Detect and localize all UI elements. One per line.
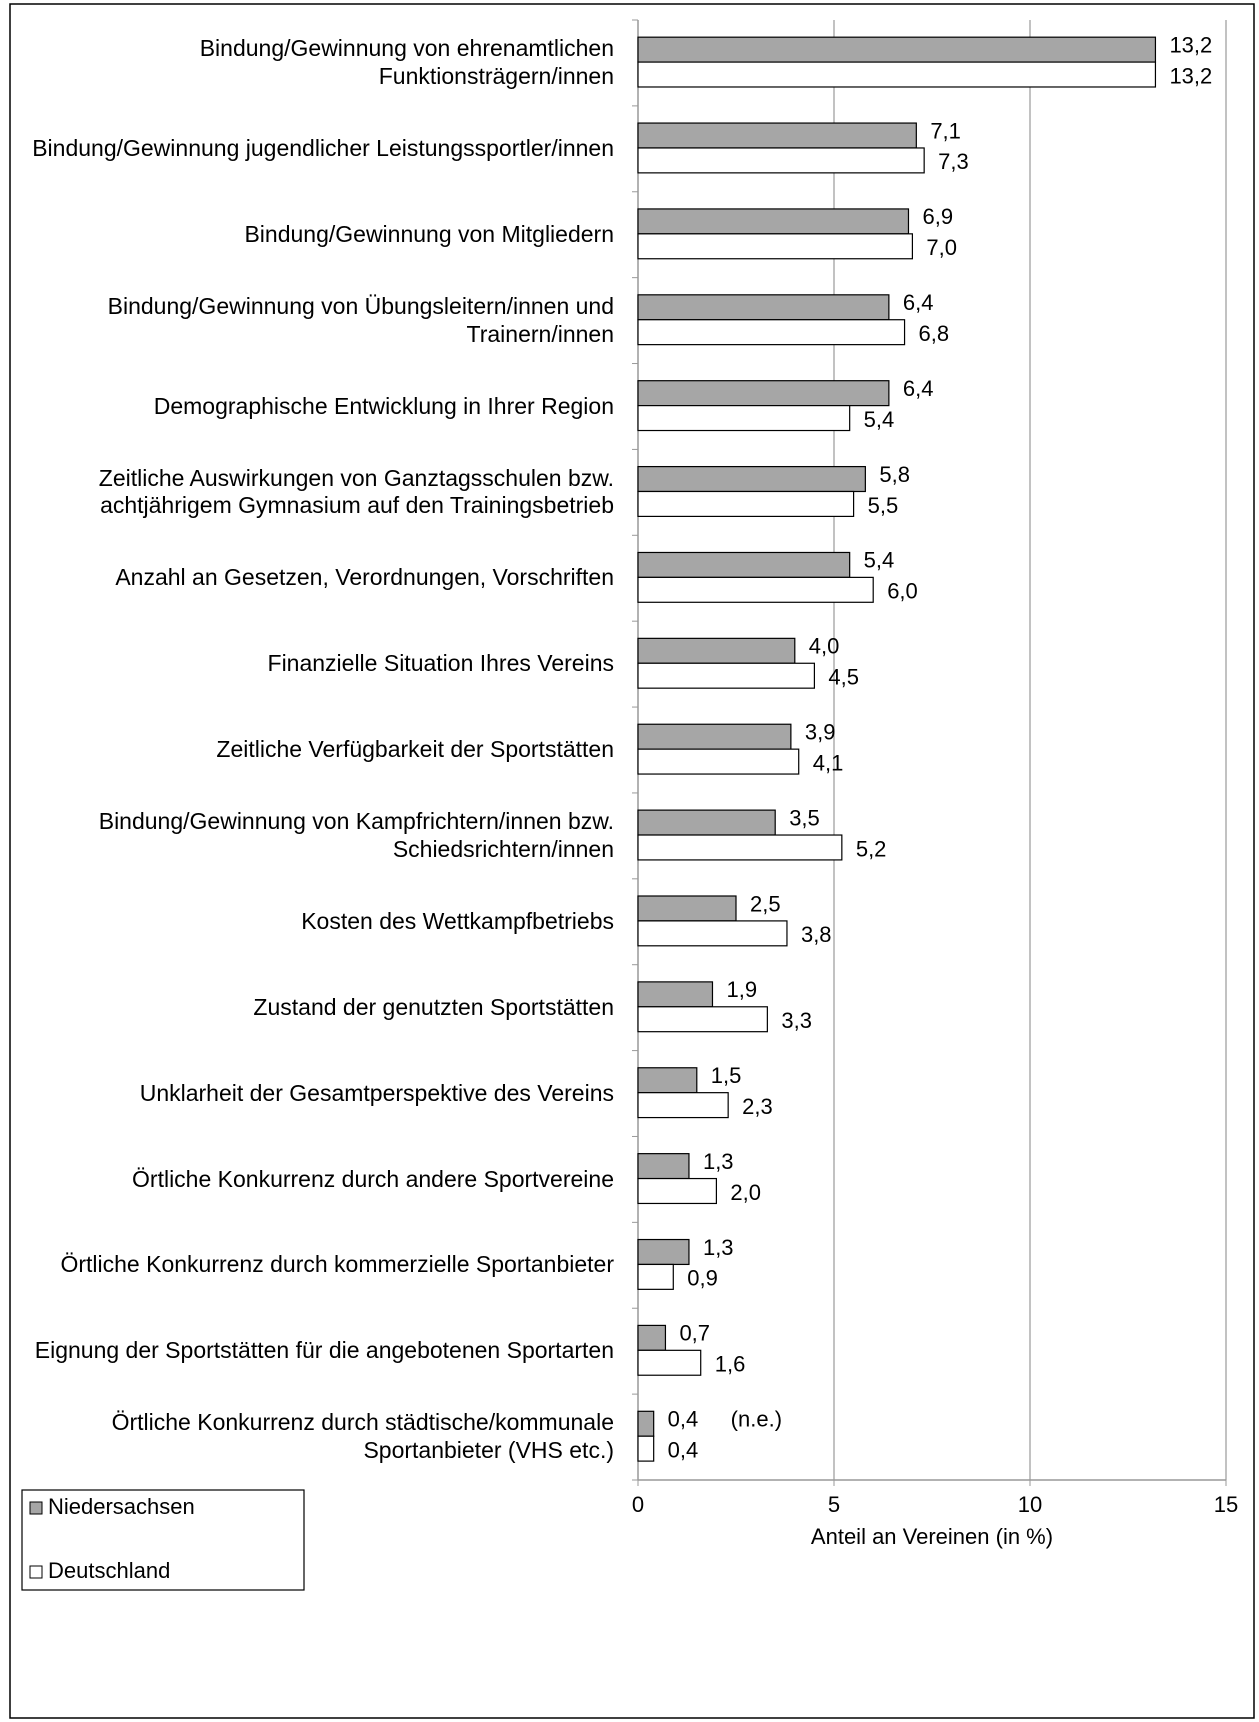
category-label: Zustand der genutzten Sportstätten (253, 993, 614, 1020)
value-label: 5,2 (856, 836, 887, 861)
bar (637, 61, 1157, 88)
category-label: Zeitliche Auswirkungen von Ganztagsschul… (98, 464, 614, 519)
bar (637, 1410, 655, 1437)
bar (637, 1067, 698, 1094)
value-label: 7,0 (926, 235, 957, 260)
value-label: 6,4 (903, 290, 934, 315)
bar (637, 1238, 690, 1266)
category-label: Unklarheit der Gesamtperspektive des Ver… (139, 1079, 614, 1106)
value-label: 6,0 (887, 579, 918, 604)
value-label: 13,2 (1169, 63, 1212, 88)
value-label: 5,5 (868, 493, 899, 518)
value-label: 6,4 (903, 376, 934, 401)
category-label: Anzahl an Gesetzen, Verordnungen, Vorsch… (115, 564, 614, 591)
category-label: Örtliche Konkurrenz durch kommerzielle S… (60, 1251, 614, 1278)
value-label: 0,7 (679, 1321, 710, 1346)
category-label: Bindung/Gewinnung von ehrenamtlichen Fun… (199, 35, 614, 89)
value-label: 4,0 (809, 634, 840, 659)
x-tick-label: 10 (1018, 1492, 1042, 1517)
bar (637, 895, 737, 922)
value-label: 4,5 (828, 665, 859, 690)
bar (637, 576, 874, 603)
bar (637, 1006, 768, 1033)
value-label: 5,4 (864, 548, 895, 573)
bar (637, 1263, 674, 1290)
bar (637, 551, 851, 578)
value-label: 1,9 (726, 977, 757, 1002)
bar (637, 834, 843, 861)
value-label: 3,8 (801, 922, 832, 947)
value-label: 0,4 (668, 1407, 699, 1432)
value-label: 6,8 (919, 321, 950, 346)
value-label: 2,0 (730, 1180, 761, 1205)
bar (637, 1177, 718, 1205)
bar (637, 36, 1157, 63)
bar (637, 208, 910, 235)
bar (637, 294, 890, 321)
value-label: 6,9 (922, 204, 953, 229)
bar (637, 637, 796, 664)
value-label: 3,3 (781, 1008, 812, 1033)
bar (637, 490, 855, 517)
legend-label: Niedersachsen (48, 1494, 195, 1519)
legend-swatch (29, 1501, 43, 1515)
value-label: 1,3 (703, 1149, 734, 1174)
category-label: Örtliche Konkurrenz durch andere Sportve… (132, 1165, 614, 1192)
value-label: 1,5 (711, 1063, 742, 1088)
frame (9, 3, 1255, 1719)
category-label: Demographische Entwicklung in Ihrer Regi… (153, 392, 614, 419)
category-label: Zeitliche Verfügbarkeit der Sportstätten (216, 736, 614, 763)
value-label: 1,6 (715, 1352, 746, 1377)
x-axis-label: Anteil an Vereinen (in %) (811, 1524, 1053, 1549)
bar (637, 1324, 667, 1351)
category-label: Kosten des Wettkampfbetriebs (301, 907, 614, 934)
x-tick-label: 5 (828, 1492, 840, 1517)
value-label: 5,4 (864, 407, 895, 432)
value-label: 3,9 (805, 720, 836, 745)
bar (637, 920, 788, 947)
value-label: 2,5 (750, 891, 781, 916)
category-label: Finanzielle Situation Ihres Vereins (267, 650, 614, 677)
x-tick-label: 0 (632, 1492, 644, 1517)
category-label: Bindung/Gewinnung von Kampfrichtern/inne… (98, 808, 614, 862)
bar (637, 748, 800, 775)
annotation: (n.e.) (731, 1407, 782, 1432)
bar (637, 147, 925, 174)
category-label: Bindung/Gewinnung jugendlicher Leistungs… (32, 135, 614, 162)
bar (637, 380, 890, 407)
value-label: 13,2 (1169, 32, 1212, 57)
x-tick-label: 15 (1214, 1492, 1238, 1517)
value-label: 5,8 (879, 462, 910, 487)
category-label: Bindung/Gewinnung von Mitgliedern (244, 220, 614, 247)
value-label: 3,5 (789, 805, 820, 830)
category-label: Örtliche Konkurrenz durch städtische/kom… (111, 1409, 614, 1464)
legend-label: Deutschland (48, 1558, 170, 1583)
bar (637, 1153, 690, 1180)
bar (637, 319, 906, 346)
bar (637, 465, 866, 493)
value-label: 0,9 (687, 1266, 718, 1291)
bar (637, 1435, 655, 1462)
value-label: 7,1 (930, 118, 961, 143)
value-label: 7,3 (938, 149, 969, 174)
category-label: Eignung der Sportstätten für die angebot… (34, 1337, 614, 1364)
value-label: 2,3 (742, 1094, 773, 1119)
value-label: 0,4 (668, 1437, 699, 1462)
value-label: 1,3 (703, 1235, 734, 1260)
bar (637, 981, 714, 1008)
bar (637, 723, 792, 750)
value-label: 4,1 (813, 750, 844, 775)
legend-swatch (29, 1565, 43, 1579)
bar (637, 809, 776, 836)
bar (637, 1349, 702, 1376)
bar (637, 122, 917, 149)
bar (637, 233, 913, 260)
legend-box (21, 1489, 305, 1591)
bar (637, 405, 851, 432)
category-label: Bindung/Gewinnung von Übungsleitern/inne… (107, 292, 614, 347)
bar (637, 1092, 729, 1119)
bar (637, 662, 815, 689)
